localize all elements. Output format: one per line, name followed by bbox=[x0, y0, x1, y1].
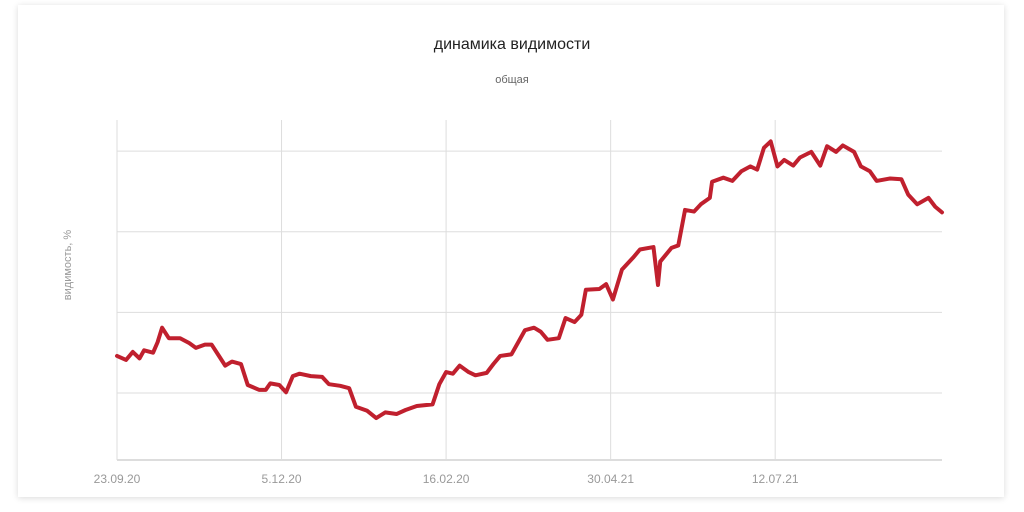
x-tick-label: 5.12.20 bbox=[262, 472, 302, 486]
x-tick-label: 12.07.21 bbox=[752, 472, 799, 486]
y-axis-label: видимость, % bbox=[62, 230, 74, 301]
x-tick-label: 16.02.20 bbox=[423, 472, 470, 486]
chart-title: динамика видимости bbox=[434, 36, 591, 53]
card bbox=[18, 5, 1004, 497]
x-tick-label: 23.09.20 bbox=[94, 472, 141, 486]
data-line bbox=[115, 139, 944, 421]
chart-subtitle: общая bbox=[495, 74, 529, 86]
x-tick-label: 30.04.21 bbox=[587, 472, 634, 486]
